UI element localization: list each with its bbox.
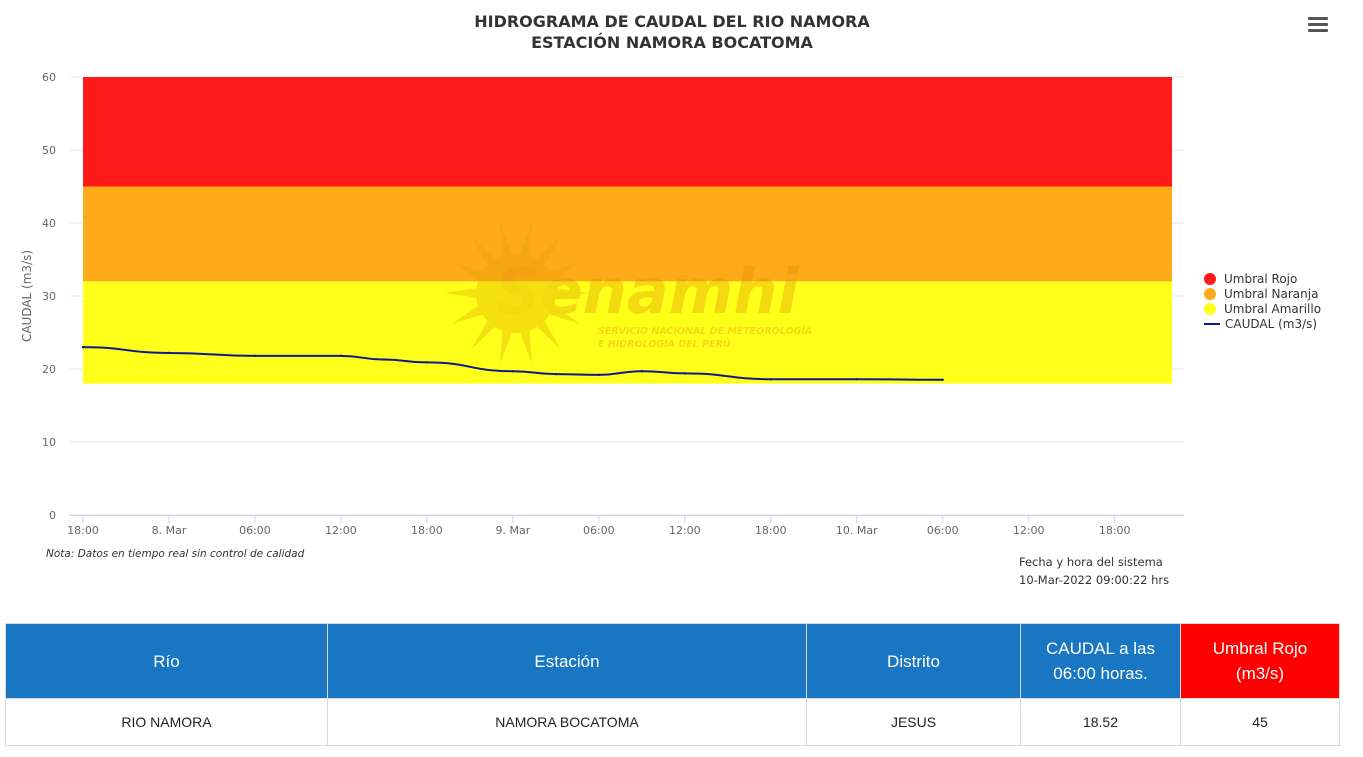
system-time-label: Fecha y hora del sistema [1019,555,1163,569]
y-tick-label: 30 [42,290,56,303]
x-tick-label: 9. Mar [495,524,530,537]
y-tick-label: 50 [42,144,56,157]
data-point [640,369,644,373]
cell-distrito: JESUS [806,698,1021,746]
data-point [382,358,386,361]
data-point [554,372,558,376]
threshold-band-umbral-amarillo [83,281,1172,384]
x-tick-label: 18:00 [67,524,99,537]
x-tick-label: 18:00 [411,524,443,537]
watermark-sun-ray [549,261,581,281]
x-tick-label: 18:00 [755,524,787,537]
cell-caudal: 18.52 [1020,698,1181,746]
data-point [855,378,858,381]
x-tick-label: 06:00 [239,524,271,537]
watermark-sun-icon [476,253,556,333]
legend-label: Umbral Naranja [1224,286,1319,301]
x-tick-label: 06:00 [583,524,615,537]
chart-subtitle: ESTACIÓN NAMORA BOCATOMA [531,33,813,52]
table-header-row: Río Estación Distrito CAUDAL a las 06:00… [5,623,1340,699]
y-tick-label: 0 [49,509,56,522]
header-umbral-rojo: Umbral Rojo (m3/s) [1180,623,1340,699]
y-tick-label: 10 [42,436,56,449]
data-point [81,345,85,349]
watermark-sun-ray [549,305,581,325]
data-point [253,354,257,358]
header-distrito: Distrito [806,623,1021,699]
x-tick-label: 8. Mar [152,524,187,537]
y-axis-title: CAUDAL (m3/s) [20,250,34,342]
watermark-sun-ray [444,288,477,298]
watermark-sun-ray [451,261,483,281]
chart-canvas: HIDROGRAMA DE CAUDAL DEL RIO NAMORA ESTAC… [20,12,1184,537]
legend-marker [1204,287,1216,300]
watermark-line2: E HIDROLOGÍA DEL PERÚ [598,338,731,350]
y-tick-label: 40 [42,217,56,230]
legend-label: Umbral Rojo [1224,271,1298,286]
watermark-brand: Senamhi [496,255,799,328]
watermark-sun-ray [451,305,483,325]
threshold-band-umbral-naranja [83,186,1172,282]
chart-title: HIDROGRAMA DE CAUDAL DEL RIO NAMORA [474,12,870,31]
watermark-sun-ray [537,321,561,350]
x-tick-label: 18:00 [1099,524,1131,537]
header-estacion: Estación [327,623,807,699]
x-tick-label: 12:00 [1013,524,1045,537]
watermark-line1: SERVICIO NACIONAL DE METEOROLOGÍA [598,325,812,337]
x-tick-label: 10. Mar [836,524,878,537]
legend-item-umbral-rojo[interactable]: Umbral Rojo [1204,271,1321,286]
hydrograph-chart: HIDROGRAMA DE CAUDAL DEL RIO NAMORA ESTAC… [20,12,1330,589]
data-point [339,354,343,358]
x-tick-label: 12:00 [325,524,357,537]
header-caudal: CAUDAL a las 06:00 horas. [1020,623,1181,699]
legend-marker [1204,322,1220,325]
legend-item-umbral-naranja[interactable]: Umbral Naranja [1204,286,1321,301]
legend-marker [1204,272,1216,285]
data-point [597,373,601,377]
legend-label: CAUDAL (m3/s) [1225,316,1318,331]
cell-umbral-rojo: 45 [1180,698,1340,746]
threshold-band-umbral-rojo [83,77,1172,187]
hamburger-menu-icon[interactable] [1306,14,1330,36]
header-rio: Río [5,623,328,699]
station-info-table: Río Estación Distrito CAUDAL a las 06:00… [5,623,1340,746]
watermark-sun-ray [520,222,533,256]
y-tick-label: 60 [42,71,56,84]
x-tick-label: 12:00 [669,524,701,537]
system-timestamp: Fecha y hora del sistema 10-Mar-2022 09:… [1019,553,1169,589]
watermark-sun-ray [499,330,512,364]
table-row: RIO NAMORA NAMORA BOCATOMA JESUS 18.52 4… [5,698,1340,746]
watermark-sun-ray [520,330,533,364]
cell-rio: RIO NAMORA [5,698,328,746]
cell-estacion: NAMORA BOCATOMA [327,698,807,746]
watermark-sun-ray [471,321,495,350]
watermark-sun-ray [555,288,588,298]
legend-item-caudal[interactable]: CAUDAL (m3/s) [1204,316,1321,331]
legend-item-umbral-amarillo[interactable]: Umbral Amarillo [1204,301,1321,316]
data-point [769,378,772,381]
data-point [511,369,515,373]
chart-legend: Umbral Rojo Umbral Naranja Umbral Amaril… [1204,271,1321,331]
watermark-sun-ray [471,236,495,265]
x-tick-label: 06:00 [927,524,959,537]
y-tick-label: 20 [42,363,56,376]
legend-label: Umbral Amarillo [1224,301,1322,316]
data-point [167,351,171,355]
system-time-value: 10-Mar-2022 09:00:22 hrs [1019,573,1170,587]
watermark-sun-ray [499,222,512,256]
data-point [683,372,687,375]
legend-marker [1204,302,1216,315]
watermark-sun-ray [537,236,561,265]
data-point [425,361,429,364]
data-point [941,378,944,382]
quality-note: Nota: Datos en tiempo real sin control d… [46,548,305,560]
